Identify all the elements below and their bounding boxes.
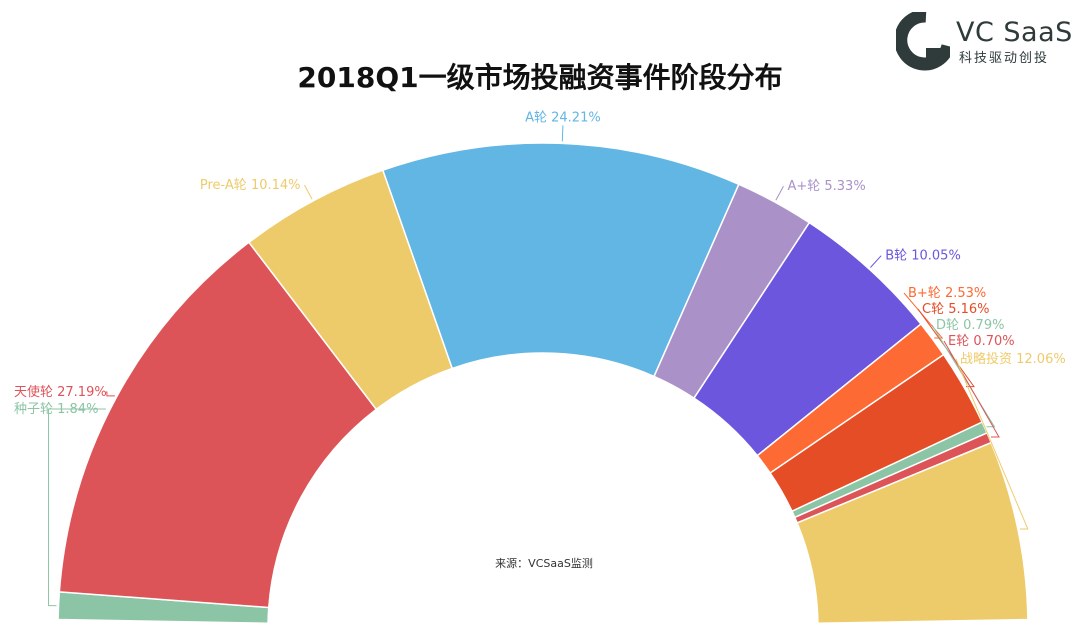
slice-label-b-plus: B+轮 2.53% <box>908 286 986 301</box>
slice-layer <box>57 142 1029 624</box>
slice-label-d: D轮 0.79% <box>936 318 1004 333</box>
leader-line-strategic <box>955 358 1029 530</box>
leader-line-seed <box>48 408 106 607</box>
slice-label-c: C轮 5.16% <box>922 302 990 317</box>
leader-line-layer <box>48 125 1029 607</box>
leader-line-b-plus <box>903 292 944 339</box>
slice-label-strategic: 战略投资 12.06% <box>960 351 1066 367</box>
brand: VC SaaS 科技驱动创投 <box>896 12 1072 80</box>
slice-label-pre-a: Pre-A轮 10.14% <box>200 178 301 193</box>
leader-line-angel <box>106 391 115 397</box>
slice-label-angel: 天使轮 27.19% <box>14 384 107 400</box>
vc-saas-logo-icon <box>896 12 950 71</box>
brand-name: VC SaaS <box>956 17 1073 48</box>
slice-label-a: A轮 24.21% <box>525 110 601 125</box>
slice-label-b: B轮 10.05% <box>885 249 961 264</box>
chart-title: 2018Q1一级市场投融资事件阶段分布 <box>297 61 783 94</box>
brand-tagline: 科技驱动创投 <box>959 51 1050 66</box>
leader-line-a-plus <box>775 185 784 201</box>
leader-line-a <box>561 125 564 142</box>
slice-label-e: E轮 0.70% <box>948 334 1015 349</box>
leader-line-b <box>870 255 882 268</box>
source-note: 来源：VCSaaS监测 <box>495 556 593 570</box>
slice-a <box>381 142 740 378</box>
leader-line-d <box>931 324 996 428</box>
slice-strategic <box>796 441 1029 624</box>
slice-angel <box>58 241 378 609</box>
slice-label-layer: Pre-A轮 10.14% A轮 24.21% A+轮 5.33% B轮 10.05%… <box>14 110 1066 417</box>
leader-line-c <box>917 308 975 388</box>
leader-line-pre-a <box>304 184 313 200</box>
slice-label-a-plus: A+轮 5.33% <box>787 179 865 194</box>
slice-label-seed: 种子轮 1.84% <box>14 402 98 417</box>
